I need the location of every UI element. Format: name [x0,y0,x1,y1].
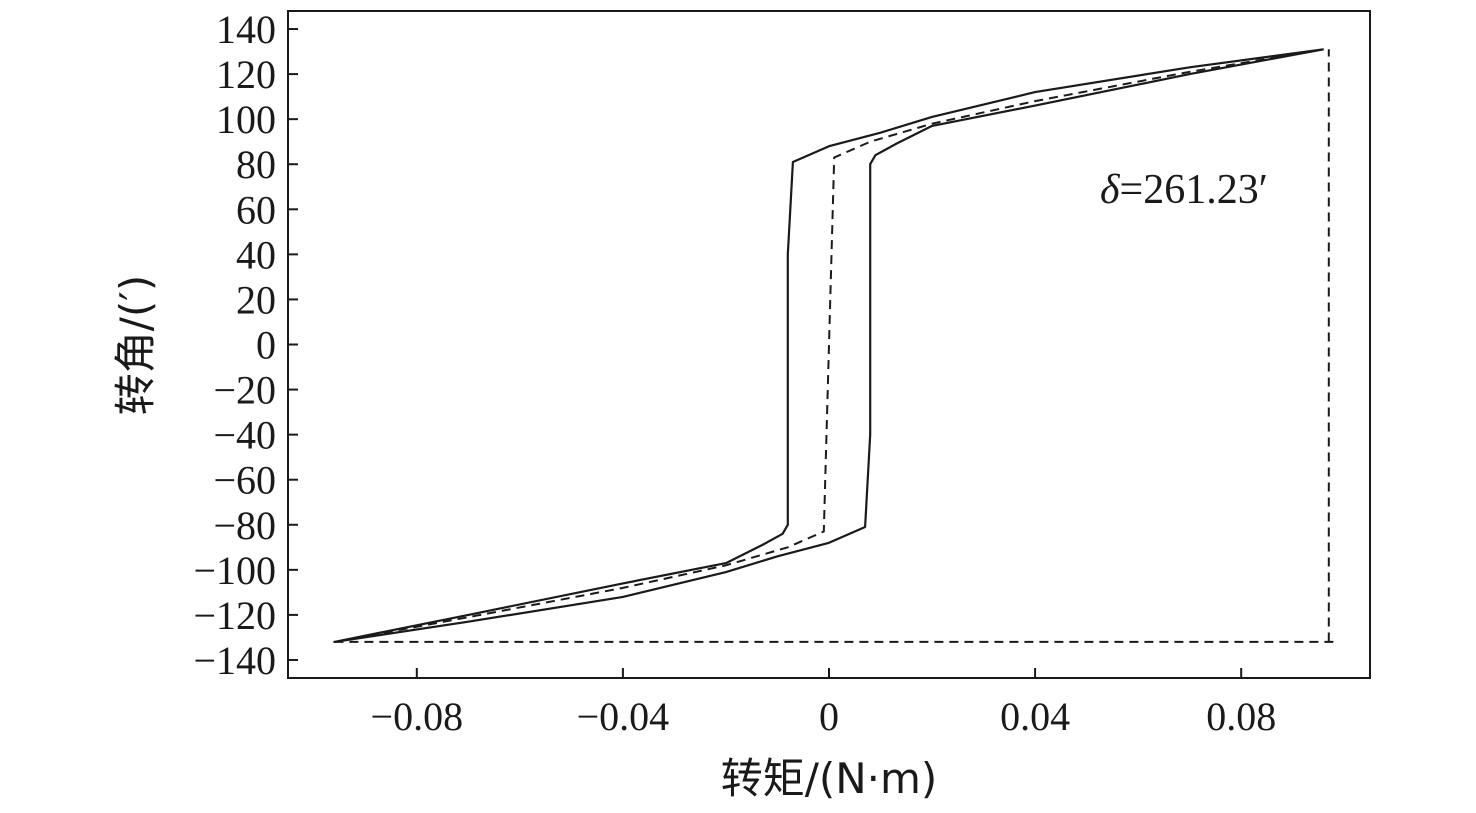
y-tick-label: −100 [193,548,276,593]
x-tick-label: −0.08 [371,694,464,739]
x-tick-label: −0.04 [577,694,670,739]
y-tick-label: −140 [193,638,276,683]
x-axis-label: 转矩/(N·m) [721,754,938,803]
y-tick-label: 20 [236,277,276,322]
plot-frame [287,10,1371,679]
x-tick-label: 0 [819,694,839,739]
y-tick-label: −80 [213,503,276,548]
y-tick-label: −20 [213,368,276,413]
delta-annotation: δ=261.23′ [1100,167,1268,213]
x-tick-label: 0.08 [1206,694,1276,739]
axis-ticks: −0.08 −0.04 0 0.04 0.08 −140−120−100−80−60−40… [193,7,1276,739]
series-dashed-line-1 [334,48,1324,643]
y-tick-label: 60 [236,187,276,232]
delta-value: =261.23′ [1120,167,1268,213]
y-tick-label: 80 [236,142,276,187]
x-tick-label: 0.04 [1000,694,1070,739]
y-tick-label: −40 [213,413,276,458]
series-dashed-line-2 [334,49,1334,643]
y-tick-label: 120 [216,52,276,97]
y-tick-label: −120 [193,593,276,638]
y-tick-label: 0 [256,323,276,368]
series-layer [333,48,1334,644]
y-tick-label: −60 [213,458,276,503]
y-tick-label: 140 [216,7,276,52]
y-axis-label: 转角/(′) [111,275,160,415]
delta-symbol: δ [1100,167,1121,213]
y-tick-label: 100 [216,97,276,142]
y-tick-label: 40 [236,232,276,277]
